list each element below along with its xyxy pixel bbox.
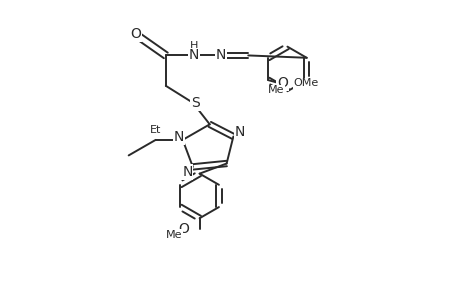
Text: N: N xyxy=(235,125,245,140)
Text: N: N xyxy=(189,48,199,62)
Text: Me: Me xyxy=(165,230,182,240)
Text: N: N xyxy=(182,165,192,179)
Text: O: O xyxy=(130,27,140,41)
Text: N: N xyxy=(216,48,226,62)
Text: N: N xyxy=(173,130,184,144)
Text: H: H xyxy=(190,41,198,51)
Text: O: O xyxy=(276,76,287,91)
Text: Et: Et xyxy=(150,125,161,135)
Text: OMe: OMe xyxy=(293,79,319,88)
Text: O: O xyxy=(178,222,188,236)
Text: S: S xyxy=(191,96,200,110)
Text: Me: Me xyxy=(268,85,284,95)
